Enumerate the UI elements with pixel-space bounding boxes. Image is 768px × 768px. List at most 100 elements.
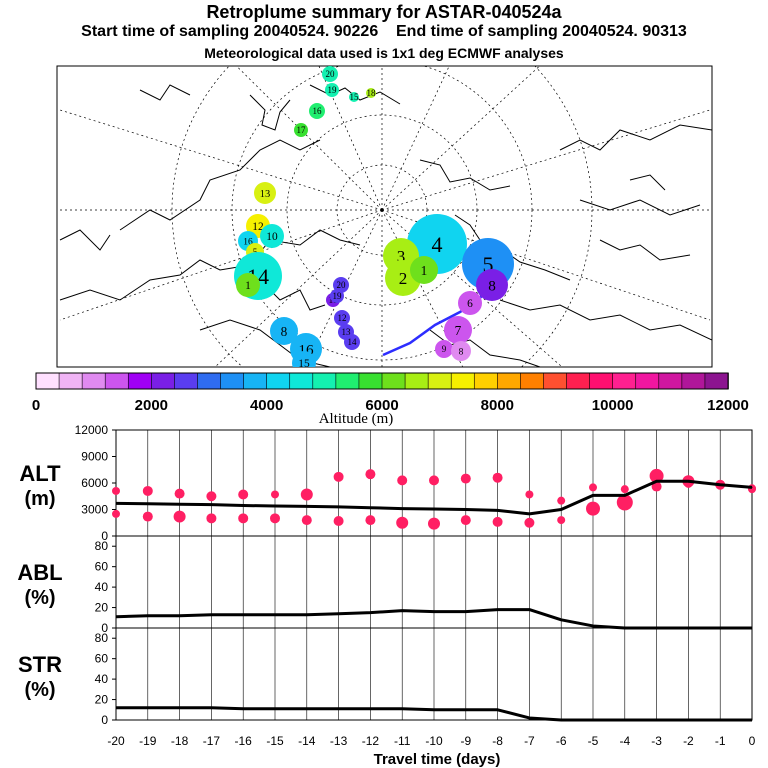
colorbar-cell (520, 372, 545, 390)
colorbar-tick-labels: 0 2000 4000 6000 8000 10000 12000 (32, 397, 749, 414)
time-series-panels: 030006000900012000ALT(m)020406080ABL(%)0… (17, 423, 756, 748)
start-time-text: Start time of sampling 20040524. 90226 (81, 23, 379, 40)
series-point (528, 717, 530, 719)
alt-lower-point (396, 516, 409, 529)
map-coastlines (59, 84, 712, 367)
plume-marker-dot (349, 92, 359, 102)
x-axis-label: Travel time (days) (374, 751, 501, 768)
alt-upper-point (589, 483, 597, 492)
colorbar-label: Altitude (m) (319, 411, 394, 427)
plume-marker-label: 20 (337, 280, 347, 290)
plume-marker-dot (270, 317, 298, 345)
plume-marker-label: 7 (455, 323, 462, 338)
colorbar-tick-label: 6000 (365, 397, 398, 414)
x-tick-label: -5 (588, 734, 599, 748)
colorbar-cell (381, 372, 406, 390)
plume-marker: 12 (334, 310, 350, 326)
alt-upper-point (365, 469, 376, 480)
plume-marker-label: 1 (421, 263, 428, 278)
x-tick-label: -11 (394, 734, 411, 748)
met-data-note: Meteorological data used is 1x1 deg ECMW… (204, 45, 564, 61)
plume-marker-dot (322, 66, 338, 82)
colorbar-frame (35, 372, 729, 390)
series-point (242, 708, 244, 710)
series-point (115, 707, 117, 709)
series-point (147, 615, 149, 617)
y-tick-label: 20 (95, 693, 109, 707)
alt-lower-point (270, 513, 280, 524)
x-tick-label: -18 (171, 734, 189, 748)
plume-marker: 15 (349, 92, 359, 102)
series-point (338, 708, 340, 710)
colorbar-cell (704, 372, 729, 390)
series-point (369, 507, 371, 509)
plume-marker-dot (334, 310, 350, 326)
plume-marker: 16 (309, 103, 325, 119)
plume-marker: 1 (236, 273, 260, 297)
alt-upper-point (142, 485, 153, 496)
plume-marker-label: 5 (483, 252, 494, 277)
series-point (560, 509, 562, 510)
alt-upper-point (460, 473, 471, 484)
colorbar-cell (104, 372, 130, 390)
colorbar-cells (35, 372, 729, 390)
colorbar-cell (81, 372, 106, 390)
alt-upper-point (525, 490, 534, 499)
series-point (401, 610, 403, 612)
plume-marker-label: 19 (333, 291, 343, 301)
alt-lower-point (428, 517, 440, 530)
alt-lower-point (460, 515, 471, 526)
series-point (592, 494, 594, 496)
series-point (179, 503, 181, 505)
alt-lower-point (557, 516, 566, 525)
series-point (369, 612, 371, 614)
plume-marker-dot (294, 123, 308, 137)
plume-marker-label: 8 (459, 347, 464, 357)
plume-marker-dot (444, 316, 472, 344)
y-tick-label: 40 (95, 580, 109, 594)
end-time-text: End time of sampling 20040524. 90313 (396, 23, 687, 40)
series-point (528, 609, 530, 611)
series-point (274, 505, 276, 507)
plume-marker: 13 (254, 182, 276, 204)
plume-marker: 9 (435, 340, 453, 358)
colorbar-cell (35, 372, 60, 390)
series-point (179, 707, 181, 709)
colorbar-tick-label: 2000 (135, 397, 168, 414)
alt-upper-point (557, 496, 566, 505)
y-axis-label: STR (18, 652, 62, 677)
plume-marker-dot (236, 273, 260, 297)
x-tick-label: 0 (749, 734, 756, 748)
alt-upper-point (397, 475, 408, 486)
colorbar-cell (127, 372, 153, 390)
series-point (465, 509, 467, 510)
series-point (242, 505, 244, 507)
colorbar-cell (450, 372, 476, 390)
y-axis-unit: (%) (24, 587, 55, 609)
series-point (687, 480, 689, 482)
alt-lower-point (238, 513, 249, 524)
series-point (401, 508, 403, 510)
plume-marker-label: 9 (442, 344, 447, 354)
colorbar-cell (658, 372, 683, 390)
colorbar-cell (174, 372, 199, 390)
alt-upper-point (620, 485, 629, 494)
series-point (274, 614, 276, 616)
series-point (115, 502, 117, 504)
series-point (465, 611, 467, 613)
plume-marker-label: 2 (399, 269, 408, 288)
map-panel: 2019151816171312101651414321586798816151… (56, 65, 713, 368)
series-point (401, 708, 403, 710)
plume-marker-label: 12 (338, 313, 347, 323)
alt-upper-point (238, 489, 249, 500)
plume-marker: 6 (458, 291, 482, 315)
alt-lower-point (112, 509, 120, 518)
plume-marker: 17 (294, 123, 308, 137)
x-tick-label: -3 (651, 734, 662, 748)
plume-marker-label: 3 (397, 247, 406, 266)
altitude-colorbar: 0 2000 4000 6000 8000 10000 12000 Altitude (m) (32, 372, 749, 427)
colorbar-tick-label: 10000 (592, 397, 634, 414)
series-point (306, 708, 308, 710)
alt-lower-point (173, 510, 186, 523)
